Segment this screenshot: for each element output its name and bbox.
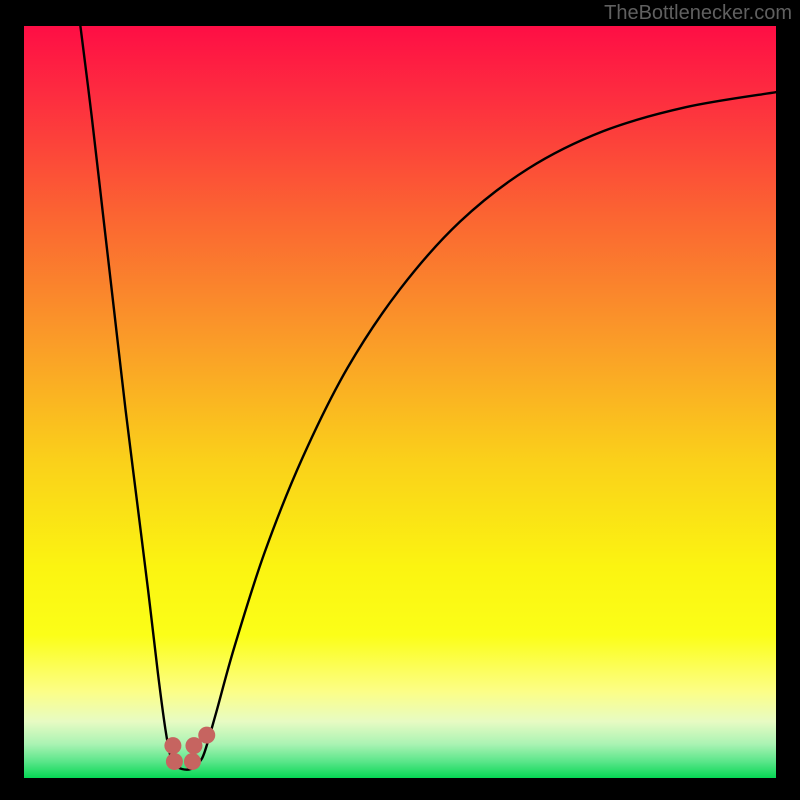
valley-marker [164,737,181,754]
watermark-label: TheBottlenecker.com [604,2,792,25]
chart-container: TheBottlenecker.com [0,0,800,800]
valley-marker [184,753,201,770]
valley-marker [198,727,215,744]
valley-marker [166,753,183,770]
gradient-background [24,26,776,778]
bottleneck-curve-chart [24,26,776,778]
